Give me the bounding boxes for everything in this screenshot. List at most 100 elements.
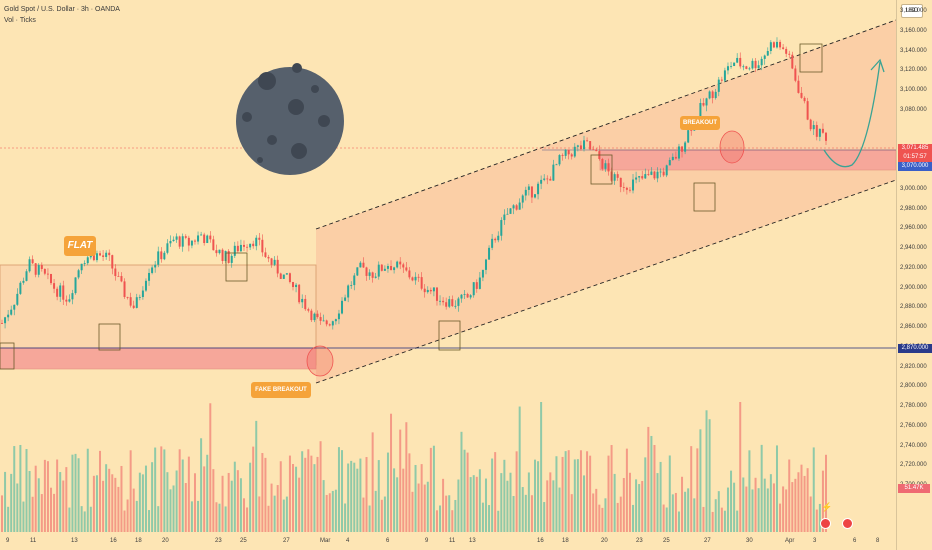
candle-body [230, 255, 233, 263]
date-label: 20 [601, 538, 608, 544]
candle-body [334, 319, 337, 322]
candle-body [102, 255, 105, 257]
price-label: 3,000.000 [900, 185, 927, 192]
volume-bar [95, 475, 98, 532]
candle-body [13, 304, 16, 310]
candle-body [625, 187, 628, 190]
candle-body [592, 149, 595, 151]
candle-body [760, 58, 763, 66]
price-axis[interactable]: USD [896, 0, 932, 550]
volume-bar [328, 493, 331, 532]
candle-body [227, 251, 230, 263]
volume-indicator-label[interactable]: Vol · Ticks [4, 17, 36, 24]
candle-body [426, 289, 429, 293]
volume-bar [129, 450, 132, 532]
volume-bar [344, 503, 347, 532]
volume-bar [500, 473, 503, 532]
volume-bar [766, 488, 769, 532]
symbol-title[interactable]: Gold Spot / U.S. Dollar · 3h · OANDA [4, 6, 120, 13]
volume-bar [739, 402, 742, 532]
volume-bar [457, 479, 460, 532]
volume-bar [726, 487, 729, 532]
volume-bar [791, 482, 794, 532]
candle-body [65, 299, 68, 302]
candle-body [681, 146, 684, 152]
volume-bar [325, 494, 328, 532]
date-label: Mar [320, 538, 331, 544]
candle-body [203, 234, 206, 244]
candle-body [800, 92, 803, 98]
volume-bar [212, 469, 215, 532]
lightning-icon[interactable]: ⚡ [821, 502, 833, 512]
candle-body [472, 282, 475, 296]
volume-bar [417, 483, 420, 532]
volume-bar [610, 445, 613, 532]
volume-bar [763, 478, 766, 532]
candle-body [193, 240, 196, 242]
ascending-channel [315, 19, 897, 384]
volume-bar [141, 474, 144, 532]
candle-body [169, 241, 172, 244]
volume-bar [313, 464, 316, 532]
candle-body [292, 282, 295, 288]
volume-bar [148, 510, 151, 532]
candle-body [25, 271, 28, 281]
date-label: 13 [71, 538, 78, 544]
candle-body [328, 324, 331, 326]
us-flag-icon[interactable] [842, 518, 853, 529]
volume-bar [25, 449, 28, 532]
volume-bar [632, 504, 635, 532]
volume-bar [236, 470, 239, 532]
us-flag-icon[interactable] [820, 518, 831, 529]
candle-body [736, 57, 739, 63]
candle-body [200, 234, 203, 236]
volume-bar [399, 429, 402, 532]
currency-button[interactable]: USD [901, 4, 923, 18]
candle-body [613, 174, 616, 181]
candle-body [380, 264, 383, 271]
candle-body [610, 171, 613, 181]
volume-bar [821, 470, 824, 532]
candle-body [172, 239, 175, 242]
volume-bar [383, 496, 386, 532]
volume-bar [723, 510, 726, 532]
volume-bar [102, 480, 105, 532]
date-label: 27 [283, 538, 290, 544]
volume-bar [595, 488, 598, 532]
candle-body [451, 299, 454, 307]
candle-body [699, 103, 702, 119]
volume-bar [586, 451, 589, 532]
candle-body [448, 299, 451, 307]
volume-bar [172, 485, 175, 532]
candle-body [37, 265, 40, 275]
date-label: 16 [110, 538, 117, 544]
volume-bar [540, 402, 543, 532]
volume-bar [769, 474, 772, 532]
volume-bar [439, 505, 442, 532]
candle-body [190, 240, 193, 246]
candle-body [763, 55, 766, 59]
volume-bar [221, 475, 224, 532]
candle-body [408, 270, 411, 278]
volume-bar [160, 446, 163, 532]
volume-bar [108, 468, 111, 532]
volume-bar [138, 472, 141, 532]
candle-body [347, 285, 350, 298]
candle-body [650, 171, 653, 175]
volume-bar [239, 478, 242, 532]
candle-body [163, 252, 166, 260]
candle-body [77, 270, 80, 278]
candle-body [80, 263, 83, 271]
volume-bar [227, 472, 230, 532]
candle-body [22, 280, 25, 283]
volume-bar [619, 496, 622, 532]
candle-body [341, 300, 344, 314]
volume-bar [537, 461, 540, 532]
candle-body [742, 66, 745, 68]
candle-body [665, 165, 668, 176]
volume-bar [197, 500, 200, 532]
candle-body [270, 258, 273, 265]
candle-body [31, 259, 34, 264]
candle-body [166, 243, 169, 253]
